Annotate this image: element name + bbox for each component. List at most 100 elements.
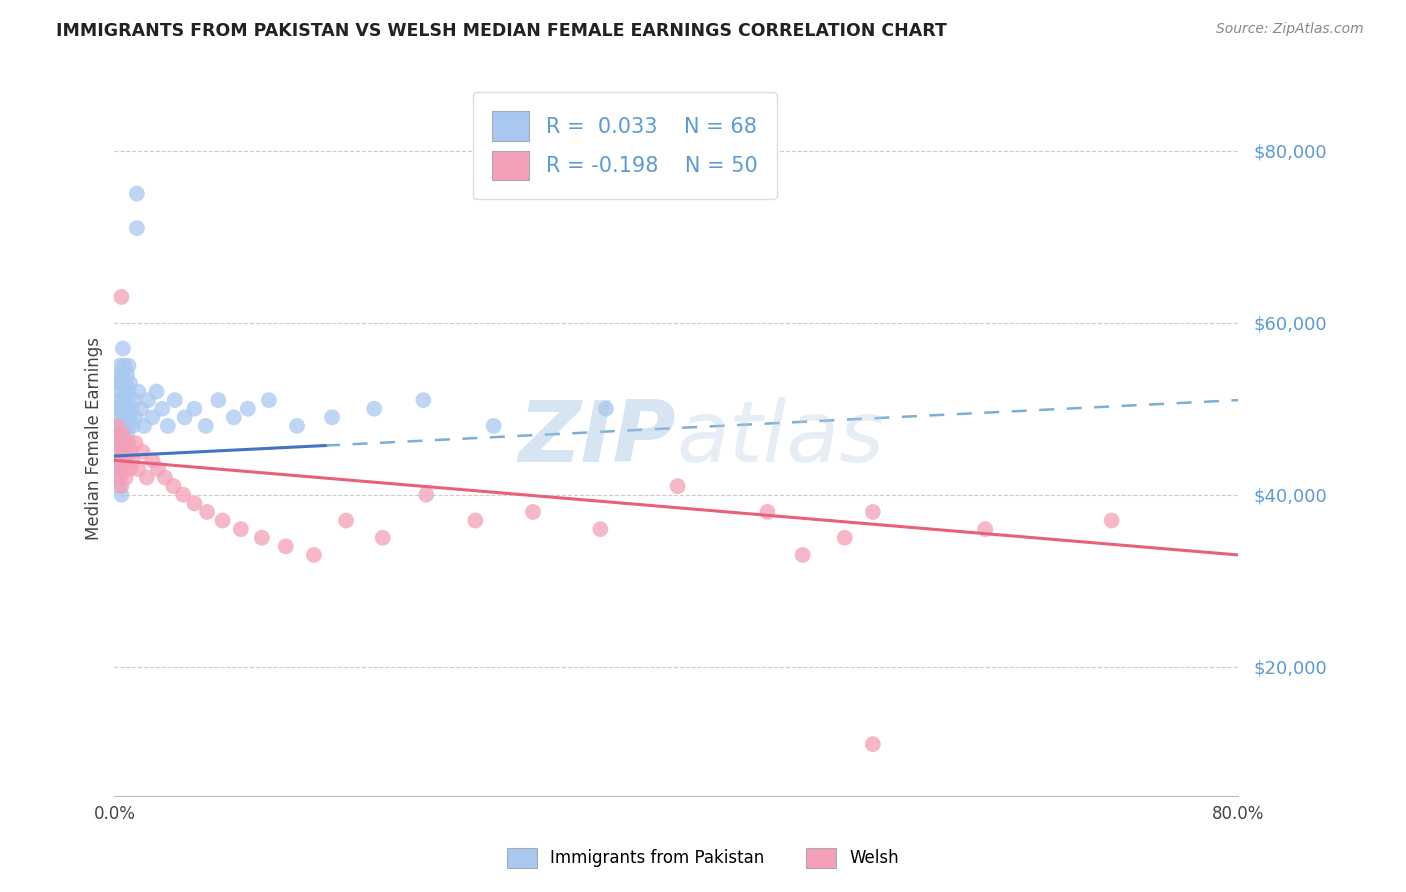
Text: IMMIGRANTS FROM PAKISTAN VS WELSH MEDIAN FEMALE EARNINGS CORRELATION CHART: IMMIGRANTS FROM PAKISTAN VS WELSH MEDIAN…: [56, 22, 948, 40]
Point: [112, 384, 135, 399]
Point: [110, 479, 132, 493]
Point: [114, 401, 136, 416]
Point: [183, 496, 205, 510]
Point: [115, 393, 138, 408]
Point: [129, 401, 152, 416]
Y-axis label: Median Female Earnings: Median Female Earnings: [86, 337, 103, 541]
Point: [111, 453, 134, 467]
Point: [141, 453, 163, 467]
Point: [107, 393, 129, 408]
Point: [862, 505, 884, 519]
Point: [229, 522, 252, 536]
Point: [834, 531, 856, 545]
Point: [141, 410, 163, 425]
Point: [105, 401, 128, 416]
Point: [121, 453, 143, 467]
Point: [105, 427, 128, 442]
Point: [415, 488, 437, 502]
Point: [482, 418, 505, 433]
Point: [111, 418, 134, 433]
Point: [110, 488, 132, 502]
Point: [112, 436, 135, 450]
Point: [666, 479, 689, 493]
Point: [104, 436, 127, 450]
Point: [110, 453, 132, 467]
Point: [104, 462, 127, 476]
Point: [111, 427, 134, 442]
Point: [107, 368, 129, 382]
Point: [120, 401, 142, 416]
Point: [120, 444, 142, 458]
Point: [104, 427, 127, 442]
Point: [792, 548, 814, 562]
Point: [105, 418, 128, 433]
Point: [114, 444, 136, 458]
Point: [114, 376, 136, 390]
Point: [150, 401, 173, 416]
Point: [117, 359, 139, 373]
Point: [302, 548, 325, 562]
Point: [104, 418, 127, 433]
Point: [132, 418, 155, 433]
Point: [110, 376, 132, 390]
Point: [464, 514, 486, 528]
Point: [162, 479, 184, 493]
Point: [110, 427, 132, 442]
Point: [108, 410, 131, 425]
Point: [195, 505, 218, 519]
Point: [146, 462, 169, 476]
Point: [321, 410, 343, 425]
Point: [862, 737, 884, 751]
Point: [222, 410, 245, 425]
Point: [105, 470, 128, 484]
Point: [183, 401, 205, 416]
Point: [211, 514, 233, 528]
Point: [145, 384, 167, 399]
Point: [522, 505, 544, 519]
Point: [121, 418, 143, 433]
Point: [172, 488, 194, 502]
Point: [108, 444, 131, 458]
Text: atlas: atlas: [676, 397, 884, 480]
Point: [125, 186, 148, 201]
Point: [412, 393, 434, 408]
Point: [110, 290, 132, 304]
Point: [589, 522, 612, 536]
Point: [117, 436, 139, 450]
Point: [114, 436, 136, 450]
Point: [110, 401, 132, 416]
Point: [974, 522, 997, 536]
Point: [236, 401, 259, 416]
Point: [163, 393, 186, 408]
Point: [124, 410, 146, 425]
Point: [335, 514, 357, 528]
Point: [107, 418, 129, 433]
Point: [371, 531, 394, 545]
Point: [118, 410, 141, 425]
Point: [135, 470, 157, 484]
Point: [122, 393, 145, 408]
Point: [111, 368, 134, 382]
Point: [111, 393, 134, 408]
Point: [115, 368, 138, 382]
Point: [194, 418, 217, 433]
Point: [131, 444, 153, 458]
Point: [108, 462, 131, 476]
Point: [115, 453, 138, 467]
Legend: R =  0.033    N = 68, R = -0.198    N = 50: R = 0.033 N = 68, R = -0.198 N = 50: [474, 92, 776, 199]
Point: [127, 462, 149, 476]
Point: [153, 470, 176, 484]
Point: [112, 462, 135, 476]
Point: [285, 418, 308, 433]
Point: [105, 453, 128, 467]
Point: [105, 376, 128, 390]
Legend: Immigrants from Pakistan, Welsh: Immigrants from Pakistan, Welsh: [501, 841, 905, 875]
Point: [118, 462, 141, 476]
Point: [107, 444, 129, 458]
Point: [207, 393, 229, 408]
Point: [112, 410, 135, 425]
Point: [107, 479, 129, 493]
Point: [108, 384, 131, 399]
Point: [136, 393, 159, 408]
Point: [107, 436, 129, 450]
